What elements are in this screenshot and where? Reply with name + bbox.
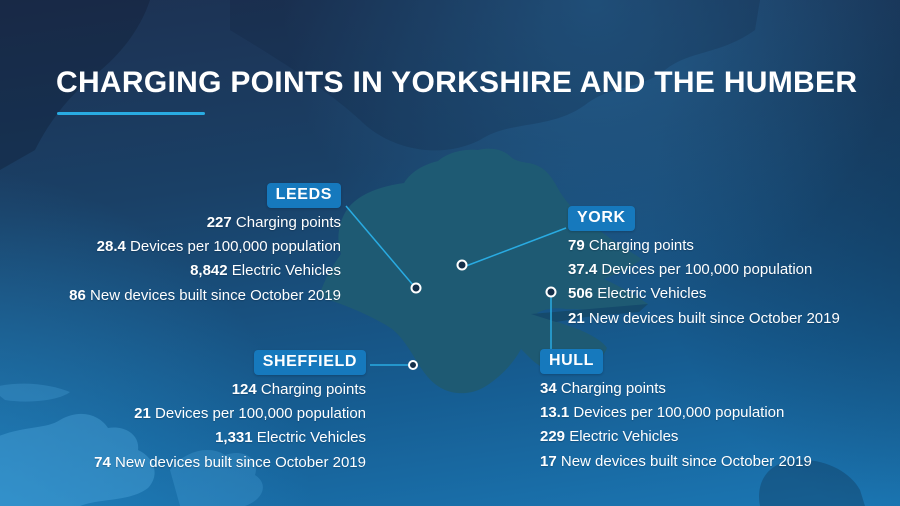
stat-label: New devices built since October 2019 — [115, 453, 366, 471]
connector-line-york — [465, 227, 567, 267]
stat-electric-vehicles: 1,331 Electric Vehicles — [45, 426, 366, 450]
stat-value: 229 — [540, 428, 566, 446]
stat-electric-vehicles: 506 Electric Vehicles — [568, 282, 888, 306]
stat-charging-points: 124 Charging points — [45, 378, 366, 402]
background-landmass-top-left — [0, 0, 150, 170]
stat-new-devices: 86 New devices built since October 2019 — [40, 284, 341, 308]
stat-value: 124 — [231, 381, 257, 398]
stat-value: 74 — [94, 453, 111, 471]
location-marker-york — [456, 259, 468, 271]
stat-value: 21 — [568, 309, 585, 327]
stat-label: Devices per 100,000 population — [573, 404, 785, 422]
city-label-york: YORK — [568, 206, 635, 231]
city-label-leeds: LEEDS — [266, 183, 341, 208]
stat-devices-per-100k: 21 Devices per 100,000 population — [45, 402, 366, 426]
stat-label: Charging points — [588, 237, 694, 254]
background-landmass-top-center — [230, 0, 760, 151]
stat-charging-points: 227 Charging points — [40, 211, 341, 235]
stat-devices-per-100k: 37.4 Devices per 100,000 population — [568, 258, 888, 282]
stat-charging-points: 79 Charging points — [568, 234, 888, 258]
city-block-hull: HULL 34 Charging points 13.1 Devices per… — [540, 349, 870, 474]
stat-charging-points: 34 Charging points — [540, 377, 870, 401]
page-title: CHARGING POINTS IN YORKSHIRE AND THE HUM… — [56, 66, 858, 99]
stat-value: 8,842 — [190, 262, 228, 280]
stat-label: Electric Vehicles — [597, 285, 707, 303]
stat-value: 1,331 — [215, 429, 253, 447]
stat-value: 13.1 — [540, 404, 570, 422]
background-island — [0, 383, 70, 402]
stat-new-devices: 21 New devices built since October 2019 — [568, 307, 888, 331]
stat-label: Devices per 100,000 population — [155, 405, 366, 423]
city-label-hull: HULL — [540, 349, 604, 374]
location-marker-hull — [545, 286, 557, 298]
location-marker-leeds — [410, 282, 422, 294]
stat-label: Electric Vehicles — [256, 429, 366, 447]
stat-value: 21 — [134, 405, 151, 423]
background-landmass-bottom-right — [759, 459, 865, 506]
city-block-york: YORK 79 Charging points 37.4 Devices per… — [568, 206, 888, 331]
city-block-sheffield: SHEFFIELD 124 Charging points 21 Devices… — [45, 350, 366, 475]
stat-value: 79 — [568, 237, 585, 254]
stat-value: 86 — [69, 286, 86, 304]
stat-label: New devices built since October 2019 — [560, 452, 812, 470]
stat-label: New devices built since October 2019 — [588, 309, 840, 327]
stat-electric-vehicles: 8,842 Electric Vehicles — [40, 259, 341, 283]
stat-value: 17 — [540, 452, 557, 470]
background-landmass-bottom-left-2 — [170, 450, 263, 506]
stat-label: New devices built since October 2019 — [90, 286, 341, 304]
background-landmass-bottom-left — [0, 413, 155, 506]
stat-value: 506 — [568, 285, 594, 303]
yorkshire-region-map — [319, 148, 648, 394]
stat-label: Electric Vehicles — [569, 428, 679, 446]
title-underline — [57, 112, 205, 115]
stat-label: Charging points — [560, 380, 666, 397]
city-label-sheffield: SHEFFIELD — [253, 350, 366, 375]
stat-value: 34 — [540, 380, 557, 397]
city-block-leeds: LEEDS 227 Charging points 28.4 Devices p… — [40, 183, 341, 308]
connector-line-leeds — [345, 205, 414, 286]
stat-value: 37.4 — [568, 261, 598, 279]
stat-label: Devices per 100,000 population — [601, 261, 813, 279]
stat-devices-per-100k: 28.4 Devices per 100,000 population — [40, 235, 341, 259]
stat-label: Charging points — [235, 214, 341, 231]
humber-estuary — [531, 304, 648, 322]
stat-value: 28.4 — [96, 238, 126, 256]
location-marker-sheffield — [408, 360, 418, 370]
stat-electric-vehicles: 229 Electric Vehicles — [540, 425, 870, 449]
stat-label: Charging points — [260, 381, 366, 398]
stat-new-devices: 74 New devices built since October 2019 — [45, 451, 366, 475]
stat-devices-per-100k: 13.1 Devices per 100,000 population — [540, 401, 870, 425]
stat-label: Electric Vehicles — [231, 262, 341, 280]
stat-label: Devices per 100,000 population — [130, 238, 341, 256]
stat-new-devices: 17 New devices built since October 2019 — [540, 450, 870, 474]
stat-value: 227 — [206, 214, 232, 231]
